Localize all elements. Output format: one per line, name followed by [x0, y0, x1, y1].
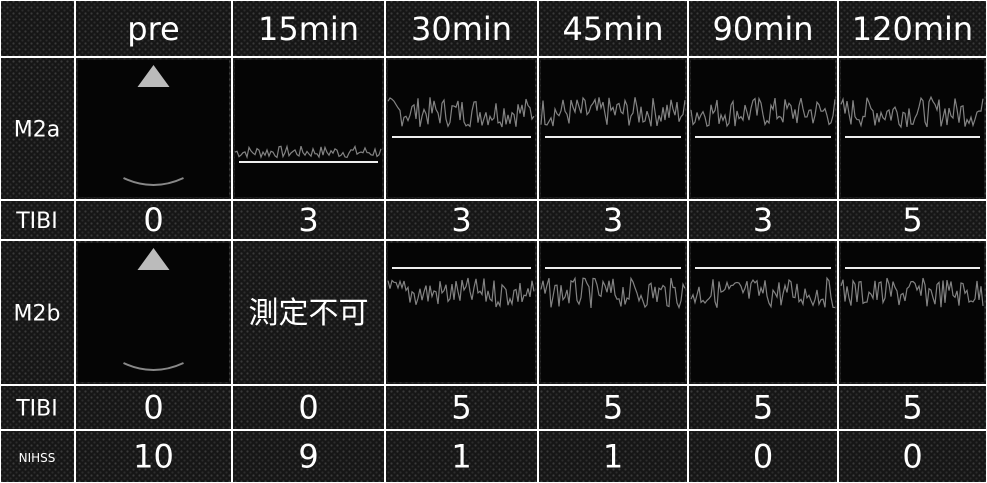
column-header: pre [127, 10, 179, 48]
cell-note: 測定不可 [249, 296, 369, 331]
cell-value: 0 [902, 438, 922, 476]
row-label: TIBI [15, 209, 58, 234]
cell-value: 3 [753, 201, 773, 239]
column-header: 45min [562, 10, 663, 48]
cell-value: 1 [603, 438, 623, 476]
cell-value: 0 [143, 201, 163, 239]
image-panel [541, 243, 685, 382]
cell-value: 0 [298, 389, 318, 427]
image-panel [841, 243, 984, 382]
row-label: NIHSS [19, 451, 56, 465]
cell-value: 0 [753, 438, 773, 476]
image-panel [691, 243, 835, 382]
row-label: M2b [14, 302, 61, 327]
image-panel [388, 60, 535, 197]
row-label: M2a [14, 118, 60, 143]
cell-value: 1 [451, 438, 471, 476]
column-header: 15min [258, 10, 359, 48]
column-header: 120min [852, 10, 973, 48]
image-panel [388, 243, 535, 382]
image-panel [235, 60, 382, 197]
cell-value: 5 [451, 389, 471, 427]
cell-value: 3 [603, 201, 623, 239]
image-panel [691, 60, 835, 197]
cell-value: 10 [133, 438, 174, 476]
cell-value: 5 [902, 201, 922, 239]
cell-value: 3 [298, 201, 318, 239]
cell-value: 5 [902, 389, 922, 427]
cell-value: 0 [143, 389, 163, 427]
page: {"table": { "columns": ["pre", "15min", … [0, 0, 987, 483]
cell-value: 3 [451, 201, 471, 239]
column-header: 90min [712, 10, 813, 48]
row-label: TIBI [15, 397, 58, 422]
image-panel [541, 60, 685, 197]
image-panel [841, 60, 984, 197]
cell-value: 5 [753, 389, 773, 427]
figure-table: pre 15min 30min 45min 90min 120min M2a TIBI 0 3 3 3… [0, 0, 987, 483]
cell-value: 9 [298, 438, 318, 476]
column-header: 30min [411, 10, 512, 48]
cell-value: 5 [603, 389, 623, 427]
